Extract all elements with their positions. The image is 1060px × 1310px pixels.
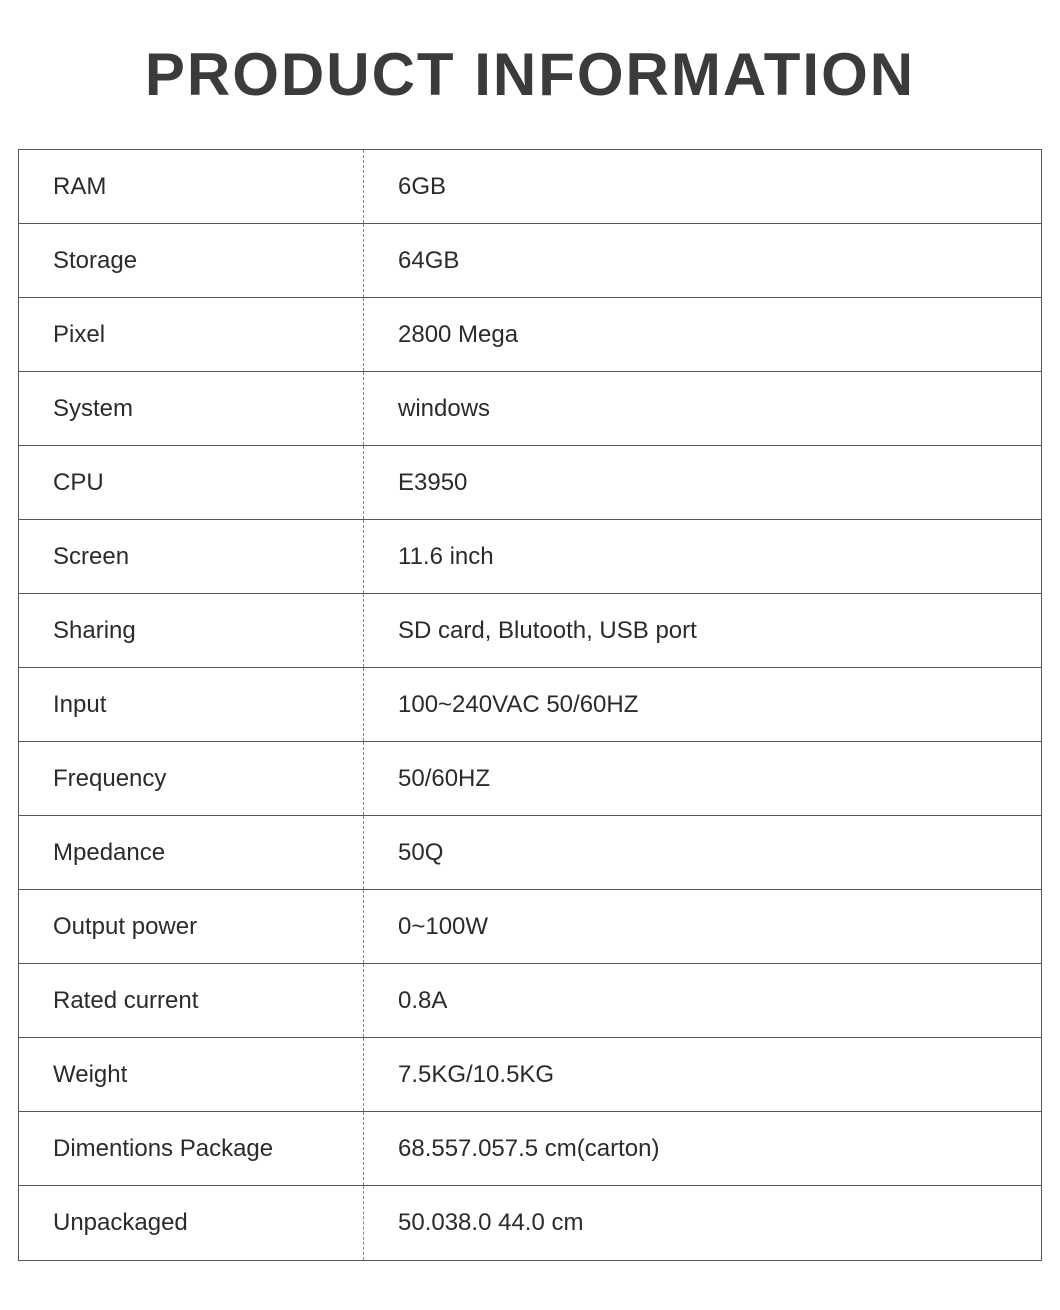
page-container: PRODUCT INFORMATION RAM6GBStorage64GBPix…	[0, 0, 1060, 1261]
table-row: Dimentions Package68.557.057.5 cm(carton…	[19, 1112, 1041, 1186]
table-row: Rated current0.8A	[19, 964, 1041, 1038]
spec-value: 50.038.0 44.0 cm	[364, 1186, 1041, 1260]
spec-value: 0~100W	[364, 890, 1041, 963]
spec-label: Mpedance	[19, 816, 364, 889]
spec-value: 50Q	[364, 816, 1041, 889]
spec-label: Input	[19, 668, 364, 741]
spec-value: 2800 Mega	[364, 298, 1041, 371]
spec-label: Storage	[19, 224, 364, 297]
spec-table: RAM6GBStorage64GBPixel2800 MegaSystemwin…	[18, 149, 1042, 1261]
spec-label: Dimentions Package	[19, 1112, 364, 1185]
table-row: Pixel2800 Mega	[19, 298, 1041, 372]
spec-value: windows	[364, 372, 1041, 445]
spec-label: System	[19, 372, 364, 445]
spec-label: Frequency	[19, 742, 364, 815]
spec-value: 68.557.057.5 cm(carton)	[364, 1112, 1041, 1185]
table-row: Weight7.5KG/10.5KG	[19, 1038, 1041, 1112]
spec-label: Rated current	[19, 964, 364, 1037]
spec-value: SD card, Blutooth, USB port	[364, 594, 1041, 667]
spec-label: CPU	[19, 446, 364, 519]
spec-label: Output power	[19, 890, 364, 963]
table-row: RAM6GB	[19, 150, 1041, 224]
spec-value: 11.6 inch	[364, 520, 1041, 593]
spec-value: E3950	[364, 446, 1041, 519]
spec-label: Weight	[19, 1038, 364, 1111]
table-row: Systemwindows	[19, 372, 1041, 446]
spec-label: Sharing	[19, 594, 364, 667]
spec-value: 0.8A	[364, 964, 1041, 1037]
spec-value: 6GB	[364, 150, 1041, 223]
table-row: Unpackaged50.038.0 44.0 cm	[19, 1186, 1041, 1260]
table-row: Frequency50/60HZ	[19, 742, 1041, 816]
table-row: SharingSD card, Blutooth, USB port	[19, 594, 1041, 668]
spec-label: Unpackaged	[19, 1186, 364, 1260]
spec-value: 100~240VAC 50/60HZ	[364, 668, 1041, 741]
page-title: PRODUCT INFORMATION	[18, 40, 1042, 109]
spec-label: Screen	[19, 520, 364, 593]
table-row: Input100~240VAC 50/60HZ	[19, 668, 1041, 742]
spec-value: 7.5KG/10.5KG	[364, 1038, 1041, 1111]
spec-label: Pixel	[19, 298, 364, 371]
table-row: Output power0~100W	[19, 890, 1041, 964]
spec-value: 50/60HZ	[364, 742, 1041, 815]
spec-label: RAM	[19, 150, 364, 223]
table-row: Storage64GB	[19, 224, 1041, 298]
table-row: Screen11.6 inch	[19, 520, 1041, 594]
table-row: Mpedance50Q	[19, 816, 1041, 890]
table-row: CPUE3950	[19, 446, 1041, 520]
spec-value: 64GB	[364, 224, 1041, 297]
